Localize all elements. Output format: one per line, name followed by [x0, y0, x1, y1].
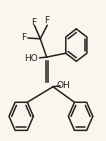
- Text: F: F: [44, 16, 49, 25]
- Text: OH: OH: [57, 81, 70, 90]
- Text: HO: HO: [24, 54, 38, 63]
- Text: F: F: [21, 33, 26, 42]
- Text: F: F: [31, 18, 36, 27]
